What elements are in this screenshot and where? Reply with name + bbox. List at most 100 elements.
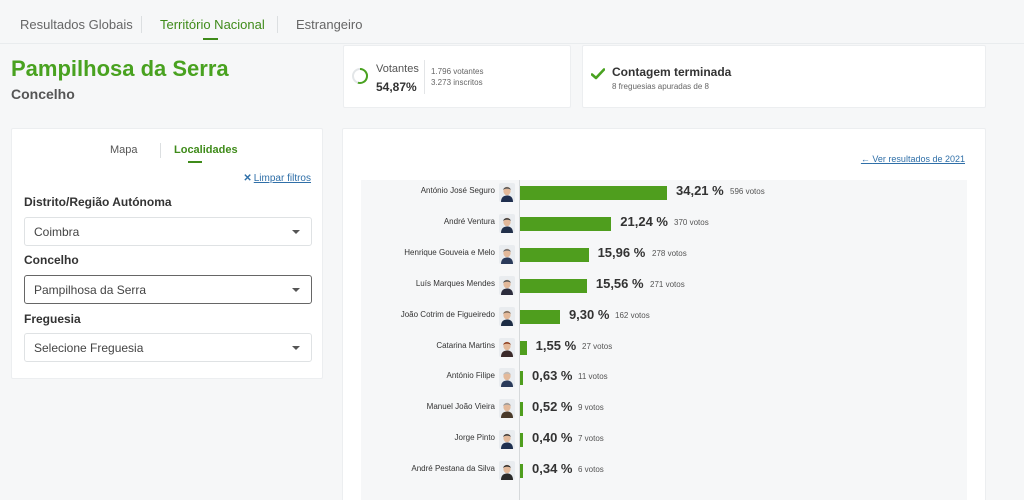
- candidate-row: André Pestana da Silva 0,34 % 6 votos: [361, 458, 967, 482]
- candidate-row: André Ventura 21,24 % 370 votos: [361, 211, 967, 235]
- votes-label: 162 votos: [615, 310, 650, 320]
- candidate-name: André Ventura: [443, 216, 495, 226]
- candidate-row: Henrique Gouveia e Melo 15,96 % 278 votos: [361, 242, 967, 266]
- votes-label: 7 votos: [578, 434, 604, 444]
- candidate-avatar: [499, 213, 515, 233]
- tab-map[interactable]: Mapa: [110, 144, 138, 156]
- percent-label: 0,52 %: [532, 399, 573, 415]
- result-bar: [520, 247, 589, 262]
- tab-abroad[interactable]: Estrangeiro: [296, 17, 363, 32]
- chart-axis: [519, 180, 520, 500]
- candidate-avatar: [499, 461, 515, 481]
- chevron-down-icon: [292, 288, 300, 292]
- votes-label: 278 votos: [652, 248, 687, 258]
- votes-label: 271 votos: [650, 279, 685, 289]
- candidate-name: Luís Marques Mendes: [415, 278, 495, 288]
- district-select-value: Coimbra: [34, 225, 80, 239]
- check-icon: [591, 68, 605, 80]
- filters-panel: Mapa Localidades ✕ Limpar filtros Distrit…: [11, 128, 323, 379]
- tab-divider: [277, 16, 278, 33]
- votes-label: 370 votos: [674, 217, 709, 227]
- turnout-ring-icon: [352, 67, 369, 84]
- result-bar: [520, 216, 612, 231]
- candidate-row: Jorge Pinto 0,40 % 7 votos: [361, 427, 967, 451]
- turnout-card: Votantes 54,87% 1.796 votantes 3.273 ins…: [343, 45, 571, 108]
- result-bar: [520, 433, 523, 448]
- percent-label: 21,24 %: [620, 213, 668, 229]
- percent-label: 0,34 %: [532, 461, 573, 477]
- candidate-name: Catarina Martins: [436, 340, 495, 350]
- tab-global-results[interactable]: Resultados Globais: [20, 17, 133, 32]
- candidate-avatar: [499, 275, 515, 295]
- candidate-name: António Filipe: [446, 371, 495, 381]
- page-title: Pampilhosa da Serra: [11, 56, 229, 81]
- chevron-down-icon: [292, 230, 300, 234]
- candidate-avatar: [499, 244, 515, 264]
- percent-label: 34,21 %: [676, 183, 724, 198]
- percent-label: 0,40 %: [532, 430, 573, 446]
- votes-label: 27 votos: [582, 341, 613, 351]
- result-bar: [520, 278, 587, 293]
- candidate-avatar: [499, 430, 515, 450]
- candidate-name: António José Seguro: [420, 186, 495, 195]
- parish-select[interactable]: Selecione Freguesia: [24, 333, 312, 362]
- candidate-name: Henrique Gouveia e Melo: [404, 247, 495, 257]
- district-label: Distrito/Região Autónoma: [24, 195, 172, 209]
- result-bar: [520, 371, 523, 386]
- tab-national-territory[interactable]: Território Nacional: [160, 17, 265, 32]
- candidate-avatar: [499, 368, 515, 388]
- result-bar: [520, 340, 527, 355]
- result-bar: [520, 309, 560, 324]
- turnout-percent: 54,87%: [376, 80, 417, 94]
- count-status-card: Contagem terminada 8 freguesias apuradas…: [582, 45, 986, 108]
- results-card: ← Ver resultados de 2021 António José Se…: [342, 128, 986, 500]
- candidate-avatar: [499, 183, 515, 202]
- turnout-label: Votantes: [376, 63, 419, 75]
- percent-label: 9,30 %: [568, 306, 610, 322]
- candidate-name: Jorge Pinto: [454, 433, 495, 443]
- candidate-name: Manuel João Vieira: [426, 402, 495, 412]
- previous-results-link[interactable]: ← Ver resultados de 2021: [860, 154, 965, 164]
- result-bar: [520, 186, 667, 200]
- candidate-row: João Cotrim de Figueiredo 9,30 % 162 votos: [361, 304, 967, 328]
- candidate-avatar: [499, 337, 515, 357]
- result-bar: [520, 402, 523, 417]
- top-nav: Resultados Globais Território Nacional E…: [0, 0, 1024, 44]
- percent-label: 15,96 %: [597, 244, 646, 260]
- result-bar: [520, 464, 523, 479]
- parish-select-value: Selecione Freguesia: [34, 341, 144, 355]
- turnout-divider: [424, 60, 425, 94]
- candidate-row: Catarina Martins 1,55 % 27 votos: [361, 335, 967, 359]
- clear-filters-link[interactable]: ✕ Limpar filtros: [243, 173, 311, 184]
- registered-count: 3.273 inscritos: [431, 78, 483, 87]
- votes-label: 6 votos: [578, 465, 604, 475]
- filter-tab-divider: [160, 143, 161, 158]
- active-tab-indicator: [203, 38, 218, 40]
- percent-label: 1,55 %: [535, 337, 577, 353]
- parish-label: Freguesia: [24, 312, 81, 326]
- votes-label: 11 votos: [578, 372, 608, 382]
- voters-count: 1.796 votantes: [431, 67, 484, 76]
- tab-places[interactable]: Localidades: [174, 144, 238, 156]
- candidate-row: Luís Marques Mendes 15,56 % 271 votos: [361, 273, 967, 297]
- percent-label: 0,63 %: [532, 368, 573, 384]
- clear-filters-label: Limpar filtros: [253, 173, 311, 184]
- district-select[interactable]: Coimbra: [24, 217, 312, 246]
- close-icon: ✕: [243, 173, 252, 184]
- candidate-name: João Cotrim de Figueiredo: [400, 309, 495, 319]
- candidate-row: Manuel João Vieira 0,52 % 9 votos: [361, 396, 967, 420]
- percent-label: 15,56 %: [595, 275, 644, 291]
- candidate-avatar: [499, 399, 515, 419]
- candidate-name: André Pestana da Silva: [411, 464, 495, 474]
- page-subtitle: Concelho: [11, 86, 75, 102]
- previous-results-label: Ver resultados de 2021: [872, 154, 965, 164]
- votes-label: 596 votos: [730, 187, 765, 196]
- candidate-avatar: [499, 306, 515, 326]
- results-chart: António José Seguro 34,21 % 596 votos André…: [361, 180, 967, 500]
- active-filter-tab-indicator: [188, 161, 202, 163]
- municipality-select-value: Pampilhosa da Serra: [34, 283, 147, 297]
- tab-divider: [141, 16, 142, 33]
- municipality-select[interactable]: Pampilhosa da Serra: [24, 275, 312, 304]
- count-status-title: Contagem terminada: [612, 65, 732, 79]
- municipality-label: Concelho: [24, 253, 79, 267]
